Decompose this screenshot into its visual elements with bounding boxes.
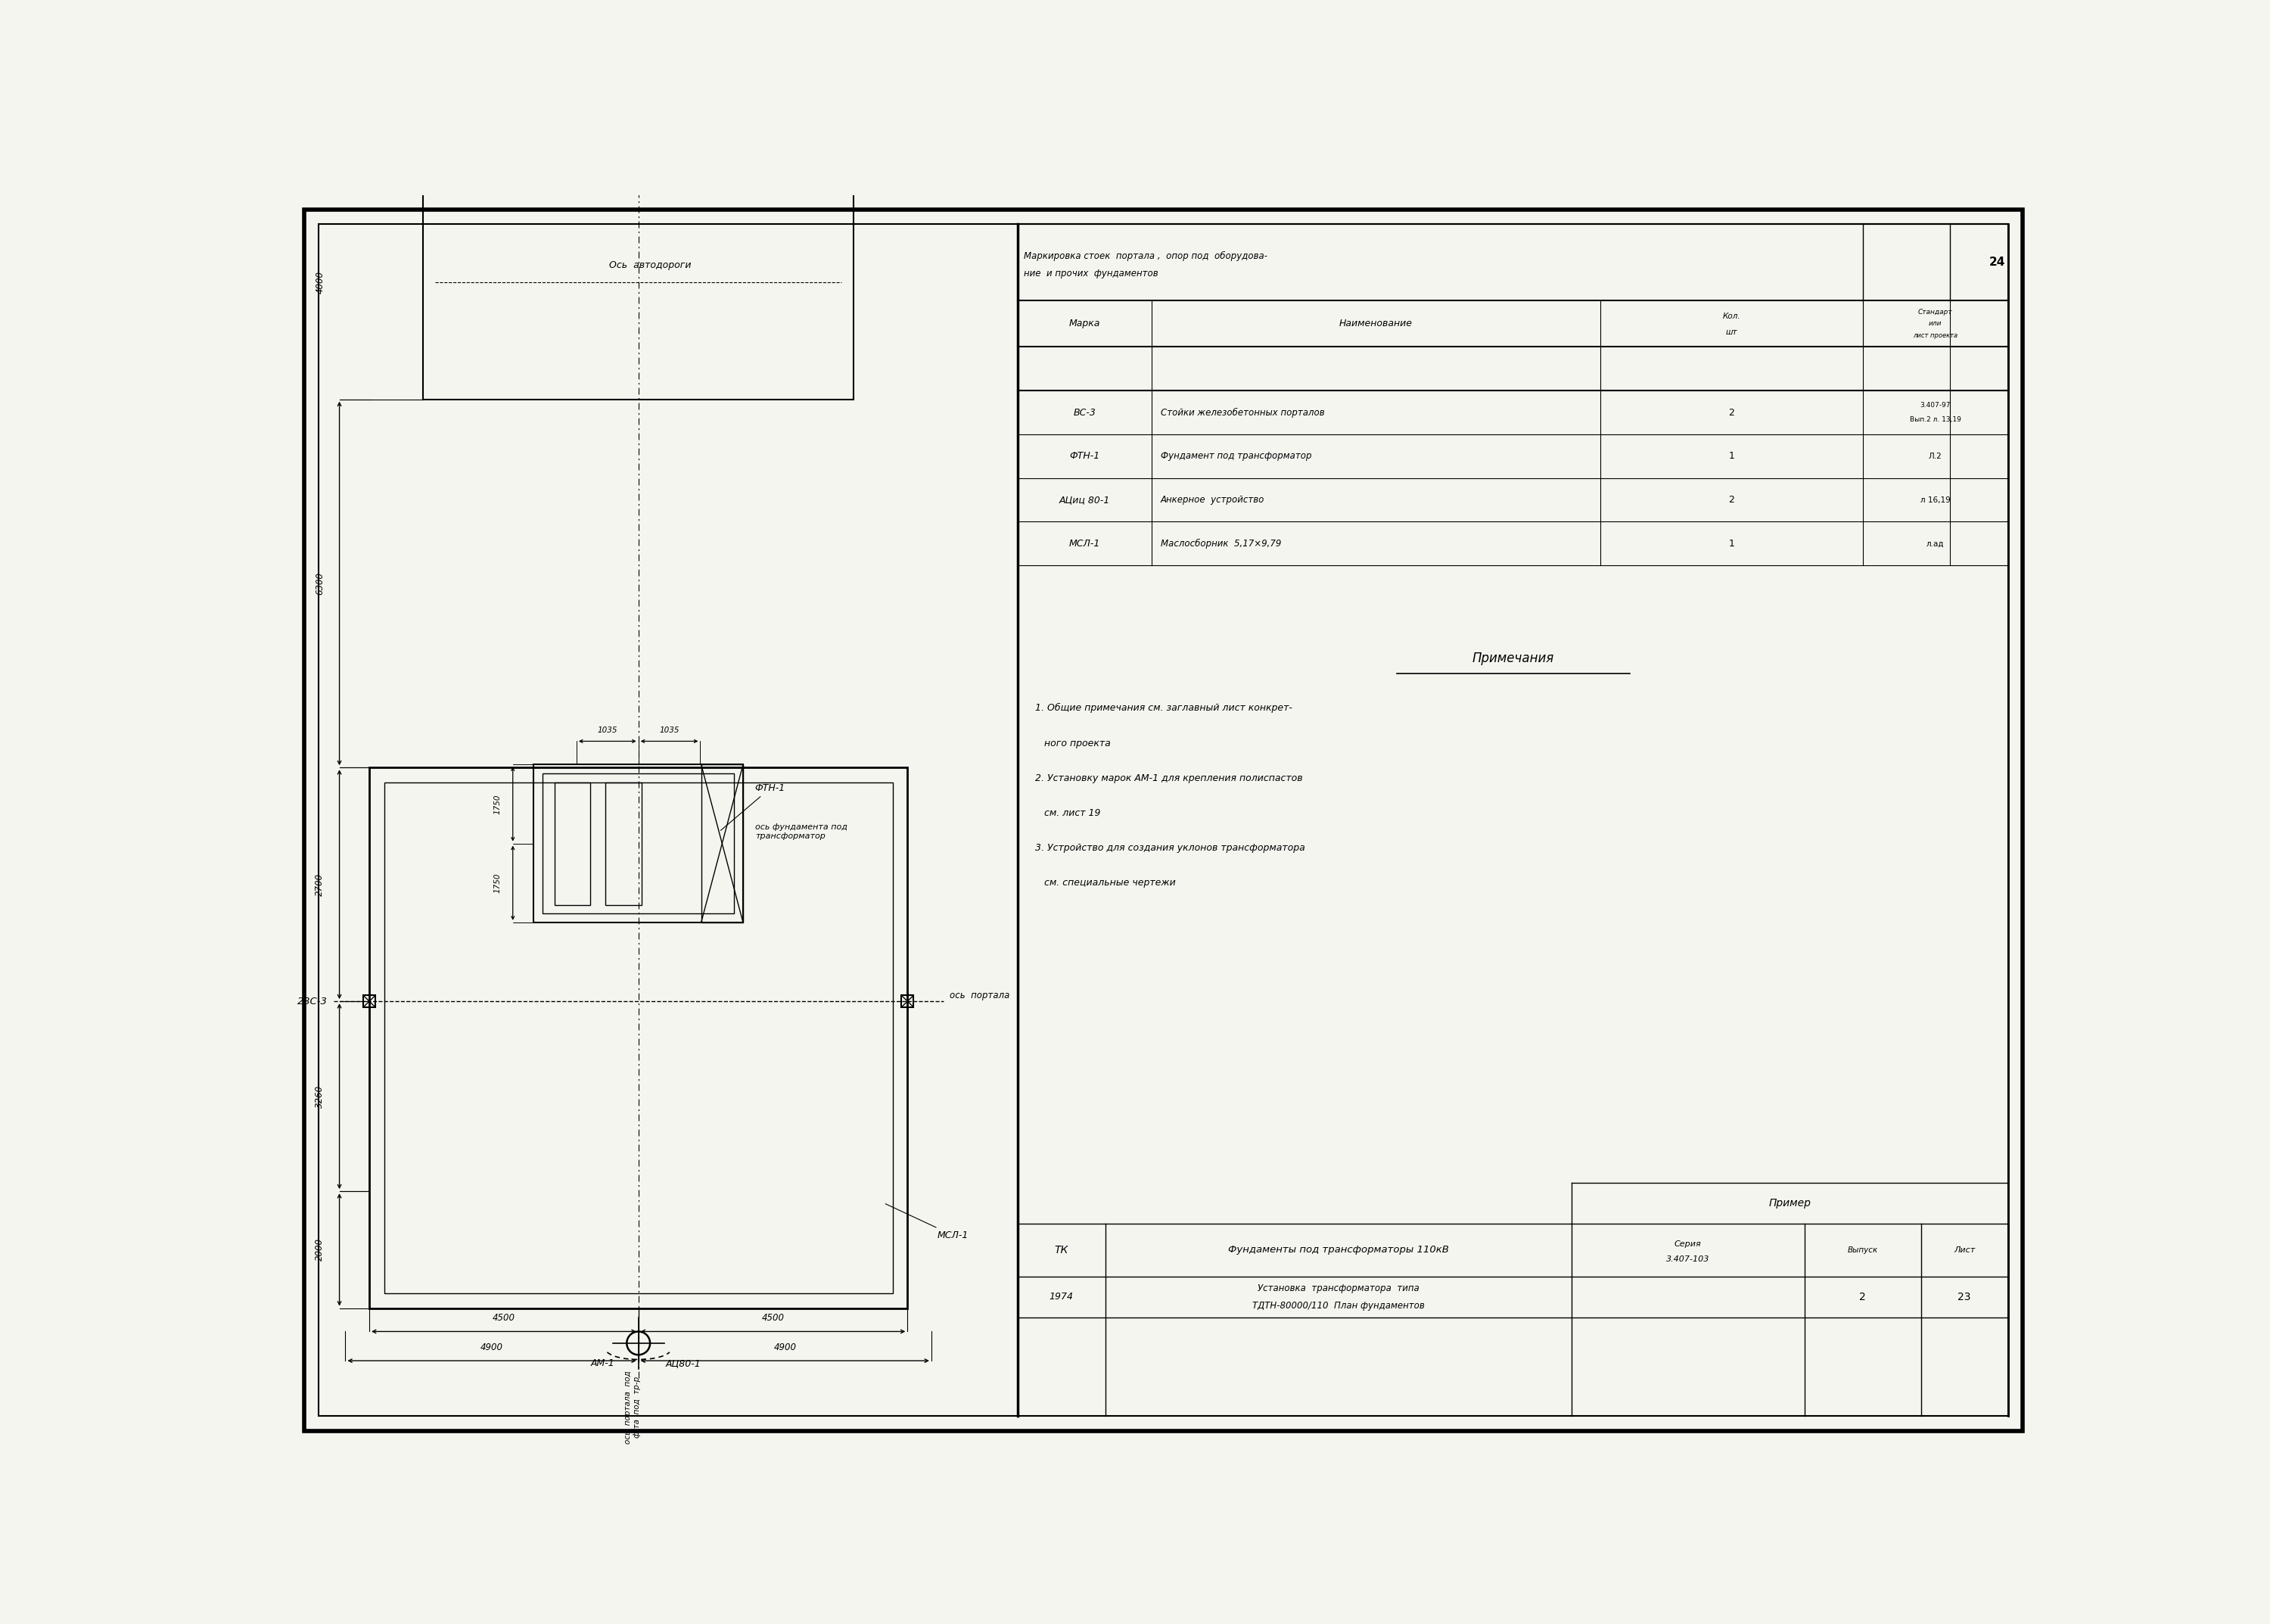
Text: Лист: Лист — [1954, 1246, 1975, 1254]
Text: Наименование: Наименование — [1339, 318, 1412, 328]
Text: см. специальные чертежи: см. специальные чертежи — [1035, 879, 1176, 888]
Text: 4000: 4000 — [316, 271, 325, 294]
Text: Анкерное  устройство: Анкерное устройство — [1160, 495, 1264, 505]
Text: Ось  автодороги: Ось автодороги — [608, 260, 692, 270]
Text: 4500: 4500 — [493, 1312, 515, 1324]
Text: АЦиц 80-1: АЦиц 80-1 — [1060, 495, 1110, 505]
Text: л.ад: л.ад — [1927, 539, 1943, 547]
Text: Пример: Пример — [1768, 1199, 1811, 1208]
Text: Установка  трансформатора  типа: Установка трансформатора типа — [1258, 1283, 1419, 1293]
Text: Маркировка стоек  портала ,  опор под  оборудова-: Маркировка стоек портала , опор под обор… — [1024, 252, 1267, 261]
Text: ФТН-1: ФТН-1 — [1069, 451, 1101, 461]
Text: 23: 23 — [1957, 1291, 1970, 1302]
Text: Серия: Серия — [1675, 1241, 1700, 1249]
Text: АЦ80-1: АЦ80-1 — [665, 1359, 701, 1369]
Text: ТДТН-80000/110  План фундаментов: ТДТН-80000/110 План фундаментов — [1253, 1301, 1423, 1311]
Text: шт: шт — [1725, 328, 1737, 336]
Text: ВС-3: ВС-3 — [1074, 408, 1096, 417]
Text: Марка: Марка — [1069, 318, 1101, 328]
Text: лист проекта: лист проекта — [1914, 331, 1957, 339]
Text: см. лист 19: см. лист 19 — [1035, 809, 1101, 818]
Text: 2000: 2000 — [316, 1239, 325, 1260]
Bar — [901, 996, 913, 1007]
Bar — [701, 765, 742, 922]
Text: 1: 1 — [1727, 451, 1734, 461]
Text: ФТН-1: ФТН-1 — [720, 783, 785, 830]
Text: Фундамент под трансформатор: Фундамент под трансформатор — [1160, 451, 1312, 461]
Text: 1750: 1750 — [493, 794, 502, 814]
Text: ного проекта: ного проекта — [1035, 739, 1110, 749]
Text: 24: 24 — [1989, 257, 2004, 268]
Text: Фундаменты под трансформаторы 110кВ: Фундаменты под трансформаторы 110кВ — [1228, 1246, 1448, 1255]
Text: ось фундамента под
трансформатор: ось фундамента под трансформатор — [756, 823, 847, 840]
Text: Выпуск: Выпуск — [1848, 1246, 1877, 1254]
Bar — [384, 783, 892, 1293]
Text: Стандарт: Стандарт — [1918, 309, 1952, 315]
Bar — [533, 765, 742, 922]
Text: 2: 2 — [1727, 408, 1734, 417]
Text: 1974: 1974 — [1049, 1291, 1074, 1302]
Bar — [363, 996, 375, 1007]
Bar — [543, 773, 733, 914]
Text: 3.407-97: 3.407-97 — [1920, 403, 1950, 409]
Text: ние  и прочих  фундаментов: ние и прочих фундаментов — [1024, 270, 1158, 279]
Text: ТК: ТК — [1056, 1246, 1069, 1255]
Text: Л.2: Л.2 — [1930, 453, 1943, 460]
Bar — [370, 768, 908, 1307]
Text: Маслосборник  5,17×9,79: Маслосборник 5,17×9,79 — [1160, 539, 1280, 549]
Bar — [606, 783, 642, 905]
Bar — [422, 166, 854, 400]
Bar — [554, 783, 590, 905]
Text: МСЛ-1: МСЛ-1 — [885, 1203, 969, 1241]
Text: Стойки железобетонных порталов: Стойки железобетонных порталов — [1160, 408, 1323, 417]
Text: 1: 1 — [1727, 539, 1734, 549]
Text: 4900: 4900 — [481, 1341, 504, 1351]
Text: 2700: 2700 — [316, 874, 325, 896]
Text: Вып.2 л. 13,19: Вып.2 л. 13,19 — [1909, 416, 1961, 422]
Text: 3.407-103: 3.407-103 — [1666, 1255, 1709, 1263]
Text: 6300: 6300 — [316, 572, 325, 594]
Text: 1. Общие примечания см. заглавный лист конкрет-: 1. Общие примечания см. заглавный лист к… — [1035, 703, 1292, 713]
Text: АМ-1: АМ-1 — [590, 1359, 615, 1369]
Text: 4900: 4900 — [774, 1341, 797, 1351]
Text: или: или — [1930, 320, 1941, 326]
Text: МСЛ-1: МСЛ-1 — [1069, 539, 1101, 549]
Text: 3260: 3260 — [316, 1085, 325, 1108]
Text: ось  портала: ось портала — [949, 991, 1010, 1000]
Text: Примечания: Примечания — [1471, 651, 1555, 666]
Text: 1750: 1750 — [493, 874, 502, 893]
Text: л 16,19: л 16,19 — [1920, 497, 1950, 503]
Text: 3. Устройство для создания уклонов трансформатора: 3. Устройство для создания уклонов транс… — [1035, 843, 1305, 853]
Text: Кол.: Кол. — [1723, 313, 1741, 320]
Text: 4500: 4500 — [760, 1312, 783, 1324]
Text: 2: 2 — [1727, 495, 1734, 505]
Text: 2ВС-3: 2ВС-3 — [297, 997, 327, 1007]
Text: 2: 2 — [1859, 1291, 1866, 1302]
Text: 2. Установку марок АМ-1 для крепления полиспастов: 2. Установку марок АМ-1 для крепления по… — [1035, 773, 1303, 783]
Text: 1035: 1035 — [658, 726, 679, 734]
Text: ось  портала  под
ф-та  под  тр-р: ось портала под ф-та под тр-р — [624, 1371, 640, 1444]
Text: 1035: 1035 — [597, 726, 617, 734]
